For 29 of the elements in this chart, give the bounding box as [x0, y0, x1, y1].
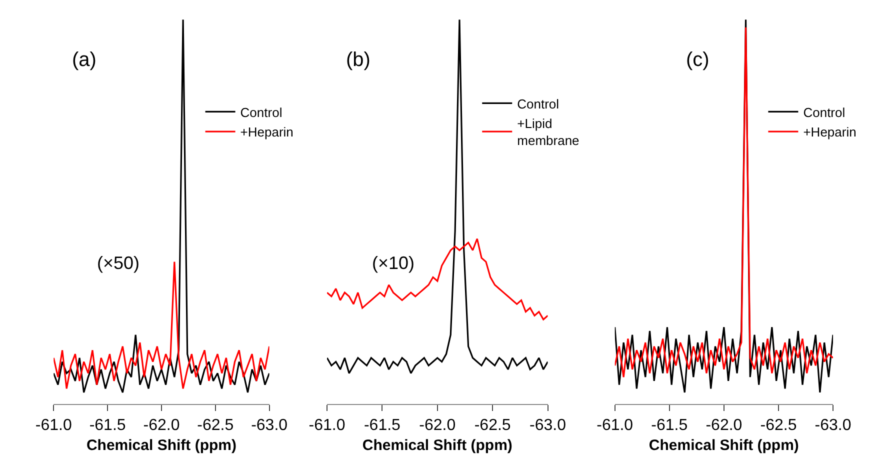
x-tick-label: -63.0 [530, 417, 566, 434]
legend-label: +Heparin [240, 124, 294, 140]
x-tick-label: -61.0 [308, 417, 346, 434]
x-tick-label: -63.0 [814, 417, 852, 434]
x-tick-label: -63.0 [251, 417, 288, 434]
legend-label: Control [240, 104, 282, 120]
x-axis-title: Chemical Shift (ppm) [648, 437, 799, 454]
x-tick-label: -62.5 [197, 417, 234, 434]
x-tick-label: -62.0 [419, 417, 456, 434]
annotation: (×50) [97, 253, 140, 273]
legend-label: +Heparin [803, 124, 856, 140]
x-axis-title: Chemical Shift (ppm) [362, 437, 512, 454]
x-tick-label: -61.5 [651, 417, 688, 434]
x-tick-label: -62.0 [706, 417, 742, 434]
legend-label: Control [803, 104, 846, 120]
x-tick-label: -61.0 [596, 417, 634, 434]
annotation: (c) [686, 49, 710, 71]
legend-label: Control [517, 96, 560, 112]
x-tick-label: -61.5 [364, 417, 401, 434]
x-tick-label: -61.0 [35, 417, 72, 434]
legend-label: +Lipid membrane [517, 116, 580, 148]
x-tick-label: -62.5 [474, 417, 511, 434]
x-tick-label: -62.0 [143, 417, 180, 434]
x-tick-label: -62.5 [760, 417, 797, 434]
x-axis-title: Chemical Shift (ppm) [86, 437, 236, 454]
annotation: (a) [72, 49, 96, 71]
annotation: (b) [346, 49, 370, 71]
x-tick-label: -61.5 [89, 417, 126, 434]
annotation: (×10) [372, 253, 415, 273]
